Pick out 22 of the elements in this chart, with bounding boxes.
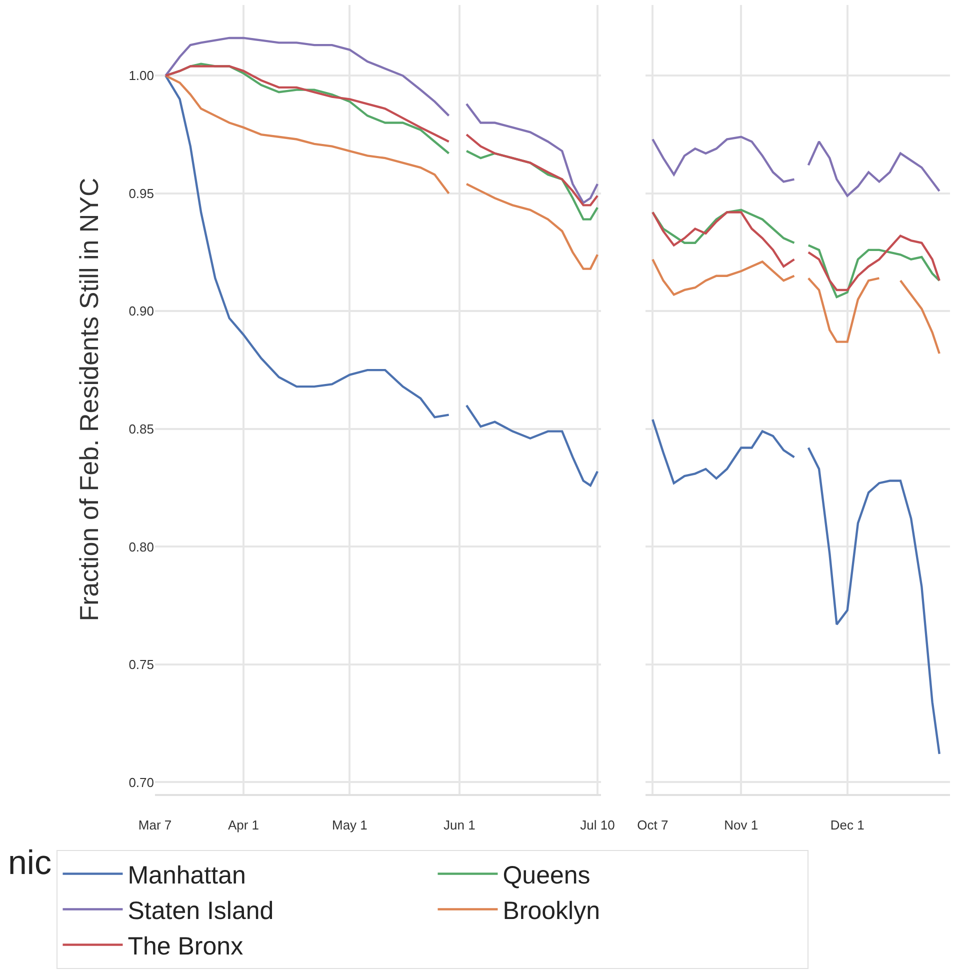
legend-label: Manhattan xyxy=(128,862,246,890)
y-tick-label: 0.75 xyxy=(128,657,154,672)
y-tick-label: 0.85 xyxy=(128,421,154,436)
legend-label: Staten Island xyxy=(128,897,274,926)
y-tick-label: 0.95 xyxy=(128,186,154,201)
x-tick-label: Dec 1 xyxy=(830,817,864,832)
x-tick-label: Oct 7 xyxy=(637,817,668,832)
x-tick-label: May 1 xyxy=(332,817,368,832)
text: nic xyxy=(8,844,52,882)
y-tick-label: 0.80 xyxy=(128,539,154,554)
y-tick-label: 1.00 xyxy=(128,68,154,84)
legend-label: The Bronx xyxy=(128,932,244,961)
legend-label: Queens xyxy=(502,862,590,890)
x-tick-label: Mar 7 xyxy=(138,817,172,832)
x-tick-label: Jun 1 xyxy=(444,817,476,832)
x-tick-label: Apr 1 xyxy=(228,817,260,832)
y-axis-title: Fraction of Feb. Residents Still in NYC xyxy=(74,178,104,622)
x-tick-label: Nov 1 xyxy=(724,817,758,832)
x-tick-label: Jul 10 xyxy=(580,817,615,832)
y-tick-label: 0.90 xyxy=(128,304,154,319)
y-tick-label: 0.70 xyxy=(128,774,154,790)
legend-label: Brooklyn xyxy=(502,897,600,926)
